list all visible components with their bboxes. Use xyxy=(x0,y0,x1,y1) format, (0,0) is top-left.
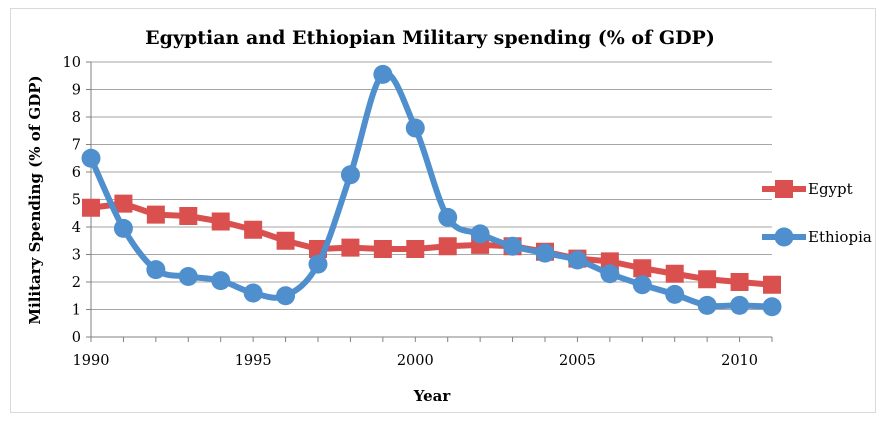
point-ethiopia-1993 xyxy=(178,267,198,286)
series-ethiopia xyxy=(81,64,782,317)
y-tick-label-2: 2 xyxy=(72,275,81,291)
point-ethiopia-2004 xyxy=(535,243,555,263)
point-ethiopia-2002 xyxy=(470,224,490,244)
y-axis-title: Military Spending (% of GDP) xyxy=(26,75,44,324)
y-tick-label-7: 7 xyxy=(72,138,81,154)
x-tick-label-4: 2010 xyxy=(721,353,758,369)
x-tick-label-2: 2000 xyxy=(397,353,434,369)
point-ethiopia-2006 xyxy=(600,264,620,284)
point-egypt-1998 xyxy=(341,238,360,257)
y-tick-label-1: 1 xyxy=(72,303,81,319)
y-tick-label-4: 4 xyxy=(72,220,81,236)
point-ethiopia-1990 xyxy=(81,148,101,168)
chart-frame xyxy=(10,8,876,413)
x-tick-label-1: 1995 xyxy=(235,353,272,369)
point-egypt-2011 xyxy=(763,275,781,294)
point-egypt-2008 xyxy=(665,264,684,283)
series-layer xyxy=(81,64,782,317)
point-egypt-2010 xyxy=(730,273,749,291)
series-line-egypt xyxy=(88,200,775,288)
legend-marker-egypt xyxy=(775,180,793,198)
point-egypt-1993 xyxy=(179,207,198,225)
point-egypt-1990 xyxy=(82,198,100,217)
point-ethiopia-1995 xyxy=(243,283,263,303)
point-ethiopia-2007 xyxy=(632,275,652,295)
point-egypt-2009 xyxy=(698,270,717,289)
point-ethiopia-1999 xyxy=(373,64,393,84)
point-egypt-1991 xyxy=(114,194,133,213)
point-egypt-1999 xyxy=(373,240,392,258)
point-egypt-1992 xyxy=(146,205,165,224)
point-ethiopia-1994 xyxy=(211,271,231,291)
point-ethiopia-2011 xyxy=(762,297,782,317)
tick-labels: 0 1 2 3 4 5 6 7 8 9 10 1990 1995 2000 2005 2010 xyxy=(63,55,758,369)
point-egypt-2000 xyxy=(406,240,425,258)
legend: Egypt Ethiopia xyxy=(762,180,872,247)
legend-label-ethiopia: Ethiopia xyxy=(808,228,872,246)
point-ethiopia-1991 xyxy=(113,218,133,238)
series-line-ethiopia xyxy=(88,70,775,310)
point-ethiopia-2009 xyxy=(697,295,717,315)
y-tick-label-6: 6 xyxy=(72,165,81,181)
point-ethiopia-1997 xyxy=(308,254,328,274)
point-egypt-2007 xyxy=(633,259,652,278)
y-tick-label-8: 8 xyxy=(72,110,81,126)
legend-label-egypt: Egypt xyxy=(808,180,853,198)
legend-item-egypt: Egypt xyxy=(762,180,853,198)
y-tick-label-3: 3 xyxy=(72,248,81,264)
legend-item-ethiopia: Ethiopia xyxy=(762,227,872,247)
point-ethiopia-2010 xyxy=(730,295,750,315)
x-tick-label-0: 1990 xyxy=(73,353,110,369)
point-ethiopia-2001 xyxy=(438,207,458,227)
point-ethiopia-1992 xyxy=(146,260,166,280)
x-tick-label-3: 2005 xyxy=(559,353,596,369)
chart-title: Egyptian and Ethiopian Military spending… xyxy=(145,27,715,49)
y-tick-label-10: 10 xyxy=(63,55,81,71)
point-ethiopia-2003 xyxy=(503,236,523,256)
y-tick-label-5: 5 xyxy=(72,193,81,209)
point-ethiopia-2000 xyxy=(405,118,425,138)
x-axis-title: Year xyxy=(413,387,452,405)
point-ethiopia-2008 xyxy=(665,284,685,304)
point-ethiopia-2005 xyxy=(567,250,587,270)
legend-marker-ethiopia xyxy=(774,227,794,247)
y-tick-label-9: 9 xyxy=(72,83,81,99)
gridlines xyxy=(91,61,772,310)
point-egypt-1996 xyxy=(276,231,295,250)
point-ethiopia-1998 xyxy=(340,165,360,185)
y-tick-label-0: 0 xyxy=(72,330,81,346)
point-egypt-1995 xyxy=(244,220,263,239)
point-ethiopia-1996 xyxy=(276,286,296,306)
point-egypt-1994 xyxy=(211,212,230,231)
point-egypt-2001 xyxy=(438,237,457,256)
